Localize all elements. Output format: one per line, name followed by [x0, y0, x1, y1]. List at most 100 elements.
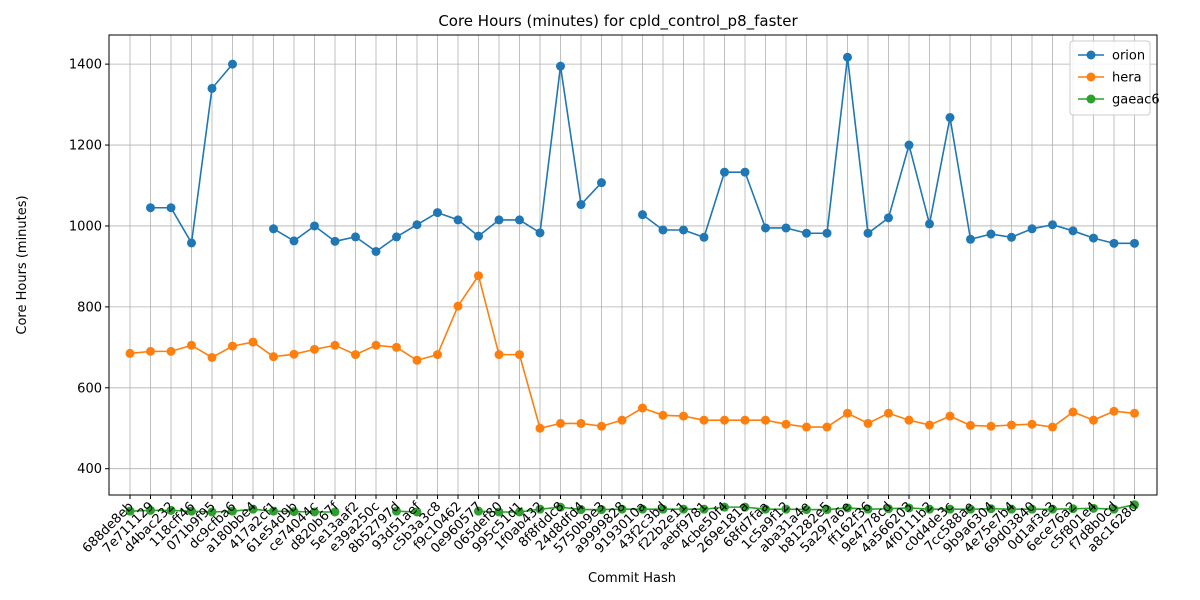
x-axis-label: Commit Hash [588, 571, 676, 586]
y-axis-label: Core Hours (minutes) [15, 195, 30, 334]
data-point-orion [535, 228, 545, 238]
data-point-hera [843, 408, 852, 418]
data-point-hera [986, 421, 996, 431]
legend-label-hera: hera [1112, 71, 1142, 86]
data-point-gaeac6 [228, 506, 237, 516]
legend-marker-orion [1086, 50, 1096, 60]
data-point-hera [248, 337, 258, 347]
data-point-orion [679, 225, 688, 235]
series-hera [125, 271, 1139, 433]
data-point-hera [330, 340, 340, 350]
data-point-hera [371, 340, 381, 350]
data-point-orion [146, 203, 155, 213]
data-point-gaeac6 [248, 504, 258, 514]
data-point-gaeac6 [781, 504, 791, 514]
data-point-orion [822, 228, 832, 238]
data-point-orion [474, 231, 483, 241]
data-point-hera [617, 415, 627, 425]
data-point-orion [966, 234, 975, 244]
data-point-gaeac6 [474, 506, 483, 516]
data-point-orion [1130, 238, 1139, 248]
data-point-gaeac6 [1130, 500, 1139, 510]
legend: orion hera gaeac6 [1069, 40, 1160, 116]
data-point-hera [146, 346, 155, 356]
data-point-gaeac6 [392, 506, 401, 516]
data-point-orion [207, 83, 217, 93]
y-tick-label: 600 [77, 381, 102, 396]
data-point-gaeac6 [1027, 504, 1037, 514]
data-point-orion [638, 210, 647, 220]
data-point-hera [945, 411, 955, 421]
data-point-orion [289, 236, 299, 246]
data-point-hera [207, 352, 217, 362]
data-point-hera [658, 410, 668, 420]
data-point-orion [658, 225, 668, 235]
y-tick-label: 1200 [69, 139, 102, 154]
data-point-hera [925, 420, 934, 430]
data-point-gaeac6 [843, 503, 852, 513]
data-point-gaeac6 [966, 504, 975, 514]
x-axis: 688de8eb7e711129d4bac232118cff46071b9f95… [80, 495, 1141, 557]
data-point-hera [904, 415, 914, 425]
data-point-gaeac6 [740, 502, 750, 512]
data-point-hera [228, 341, 237, 351]
data-point-orion [1007, 232, 1016, 242]
data-point-orion [330, 236, 340, 246]
data-point-hera [802, 422, 811, 432]
data-point-orion [494, 215, 504, 225]
data-point-hera [269, 352, 278, 362]
data-point-hera [966, 420, 975, 430]
legend-marker-gaeac6 [1086, 94, 1096, 104]
data-point-hera [884, 408, 893, 418]
data-point-hera [351, 350, 360, 360]
data-point-orion [1089, 233, 1098, 243]
data-point-orion [1109, 238, 1119, 248]
data-point-orion [986, 229, 996, 239]
data-point-gaeac6 [699, 504, 709, 514]
data-point-hera [597, 421, 606, 431]
data-point-gaeac6 [310, 507, 319, 517]
legend-label-gaeac6: gaeac6 [1112, 93, 1160, 108]
data-point-gaeac6 [904, 503, 914, 513]
data-point-hera [310, 344, 319, 354]
data-point-gaeac6 [658, 504, 668, 514]
data-point-gaeac6 [761, 504, 770, 514]
data-point-gaeac6 [494, 507, 504, 517]
plot-frame [108, 34, 1158, 496]
data-point-hera [166, 346, 176, 356]
data-point-gaeac6 [412, 507, 422, 517]
data-point-hera [556, 418, 565, 428]
data-point-orion [925, 219, 934, 229]
data-point-hera [1109, 406, 1119, 416]
data-point-hera [740, 415, 750, 425]
data-point-hera [187, 340, 196, 350]
data-point-gaeac6 [207, 507, 217, 517]
data-point-gaeac6 [515, 507, 524, 517]
data-point-hera [453, 301, 463, 311]
data-point-orion [515, 215, 524, 225]
data-point-hera [679, 411, 688, 421]
data-point-hera [1068, 407, 1078, 417]
data-point-hera [1027, 419, 1037, 429]
data-point-orion [228, 59, 237, 69]
data-point-gaeac6 [597, 505, 606, 515]
chart-title: Core Hours (minutes) for cpld_control_p8… [438, 12, 798, 31]
data-point-orion [166, 203, 176, 213]
data-point-gaeac6 [1007, 504, 1016, 514]
data-point-gaeac6 [187, 506, 196, 516]
data-point-orion [310, 221, 319, 231]
data-point-hera [535, 423, 545, 433]
series-gaeac6 [125, 500, 1139, 517]
data-point-gaeac6 [822, 505, 832, 515]
data-point-orion [1027, 224, 1037, 234]
data-point-orion [187, 238, 196, 248]
data-point-orion [945, 113, 955, 123]
data-point-gaeac6 [1109, 504, 1119, 514]
data-point-orion [1068, 226, 1078, 236]
data-point-hera [289, 349, 299, 359]
data-point-gaeac6 [720, 502, 729, 512]
data-point-gaeac6 [125, 506, 135, 516]
series-layer [125, 52, 1139, 517]
data-point-orion [269, 224, 278, 234]
data-point-gaeac6 [925, 504, 934, 514]
